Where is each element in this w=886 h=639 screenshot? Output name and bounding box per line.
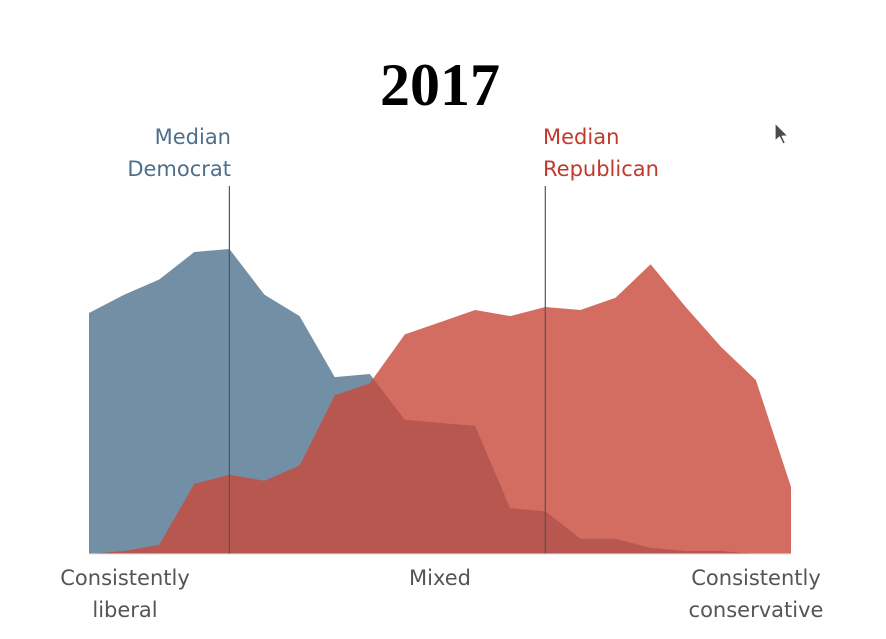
median-republican-label-line1: Median (543, 125, 619, 149)
area-democrat (89, 249, 791, 554)
mouse-pointer-icon (774, 122, 789, 145)
median-labels-group: Median Democrat Median Republican (127, 125, 659, 181)
x-tick-labels-group: Consistently liberal Mixed Consistently … (60, 566, 823, 622)
median-democrat-label-line1: Median (155, 125, 231, 149)
chart-title: 2017 (380, 52, 500, 118)
median-republican-label-line2: Republican (543, 157, 659, 181)
x-tick-mixed: Mixed (409, 566, 471, 590)
median-lines-group (228, 186, 546, 554)
median-democrat-label-line2: Democrat (127, 157, 231, 181)
x-tick-liberal-line1: Consistently (60, 566, 190, 590)
x-tick-liberal-line2: liberal (92, 598, 157, 622)
area-series-group (89, 249, 791, 554)
area-republican (89, 264, 791, 554)
x-tick-conservative-line2: conservative (689, 598, 824, 622)
x-tick-conservative-line1: Consistently (691, 566, 821, 590)
